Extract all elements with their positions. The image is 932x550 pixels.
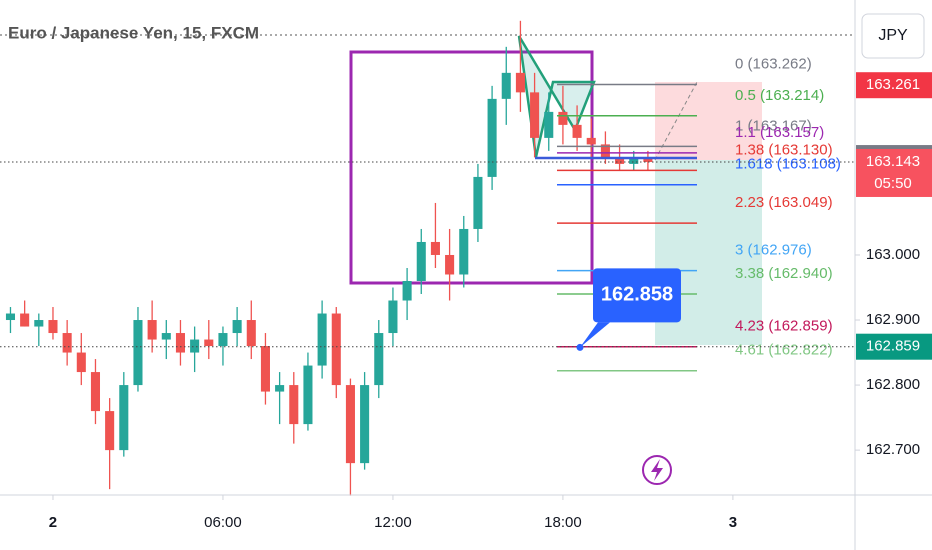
fib-label: 1.618 (163.108): [735, 156, 841, 173]
candle-body: [501, 72, 511, 99]
y-tick-label: 163.000: [866, 246, 920, 263]
fib-label: 4.61 (162.822): [735, 342, 833, 359]
candle-body: [275, 385, 285, 392]
fib-label: 0 (163.262): [735, 56, 812, 73]
candle-body: [62, 333, 72, 353]
x-tick-label: 12:00: [374, 514, 412, 531]
candle-body: [331, 313, 341, 386]
candle-body: [260, 346, 270, 392]
candle-body: [459, 228, 469, 275]
currency: JPY: [878, 27, 908, 44]
candle-body: [90, 372, 101, 412]
candle-body: [643, 157, 653, 162]
candle-body: [317, 313, 327, 366]
candle-body: [105, 411, 115, 451]
fib-label: 0.5 (163.214): [735, 87, 824, 104]
x-tick-label: 2: [49, 514, 57, 531]
price-tag: 163.143: [866, 153, 920, 170]
candle-body: [147, 320, 157, 340]
callout-box: [593, 268, 681, 323]
candle-body: [544, 111, 554, 138]
candle-body: [586, 137, 596, 145]
fib-label: 1 (163.167): [735, 117, 812, 134]
candle-body: [473, 176, 483, 229]
candle-body: [515, 72, 525, 93]
candle-body: [530, 92, 540, 138]
fib-label: 4.23 (162.859): [735, 318, 833, 335]
price-tag: 162.859: [866, 338, 920, 355]
candle-body: [175, 333, 185, 353]
fib-label: 3.38 (162.940): [735, 265, 833, 282]
candle-body: [445, 254, 455, 275]
candle-body: [246, 320, 256, 347]
candle-body: [20, 313, 30, 327]
chart-title: Euro / Japanese Yen, 15, FXCM: [8, 23, 259, 42]
candle-body: [119, 385, 129, 451]
candle-body: [572, 124, 582, 138]
candle-body: [204, 339, 214, 347]
callout-point: [576, 343, 584, 351]
candle-body: [232, 320, 242, 334]
currency-box[interactable]: [861, 13, 925, 59]
alert-bolt: [651, 459, 663, 481]
fib-label: 3 (162.976): [735, 242, 812, 259]
fib-label: 2.23 (163.049): [735, 194, 833, 211]
candle-body: [360, 385, 370, 464]
x-tick-label: 06:00: [204, 514, 242, 531]
price-tag-bg: [856, 333, 932, 360]
fib-label: 1.1 (163.157): [735, 124, 824, 141]
y-tick-label: 162.700: [866, 441, 920, 458]
countdown: 05:50: [874, 175, 912, 192]
zone-box: [349, 50, 594, 285]
price-tag: 163.261: [866, 76, 920, 93]
candle-body: [388, 300, 398, 334]
candle-body: [402, 280, 412, 301]
candle-body: [303, 365, 313, 425]
candle-body: [558, 111, 568, 125]
candle-body: [289, 385, 299, 425]
price-tag-bg: [856, 148, 932, 197]
candle-body: [48, 320, 58, 334]
candle-body: [600, 144, 610, 158]
candle-body: [430, 241, 440, 255]
candle-body: [374, 333, 384, 386]
y-tick-label: 162.800: [866, 376, 920, 393]
fib-label: 1.38 (163.130): [735, 141, 833, 158]
plot: [5, 20, 653, 496]
x-tick-label: 18:00: [544, 514, 582, 531]
candle-body: [161, 333, 171, 340]
y-tick-label: 162.900: [866, 311, 920, 328]
candle-body: [133, 320, 143, 386]
candle-body: [190, 339, 200, 353]
price-tag-bg: [856, 72, 932, 99]
candle-body: [615, 157, 625, 164]
callout-label: 162.858: [601, 284, 673, 306]
candle-body: [218, 333, 228, 347]
candle-body: [416, 241, 426, 281]
candle-body: [487, 98, 497, 177]
callout-pointer: [580, 322, 610, 348]
candle-body: [76, 352, 86, 373]
x-tick-label: 3: [729, 514, 737, 531]
candle-body: [345, 385, 355, 464]
candle-body: [629, 157, 639, 164]
candle-body: [34, 320, 44, 327]
candle-body: [5, 313, 16, 321]
